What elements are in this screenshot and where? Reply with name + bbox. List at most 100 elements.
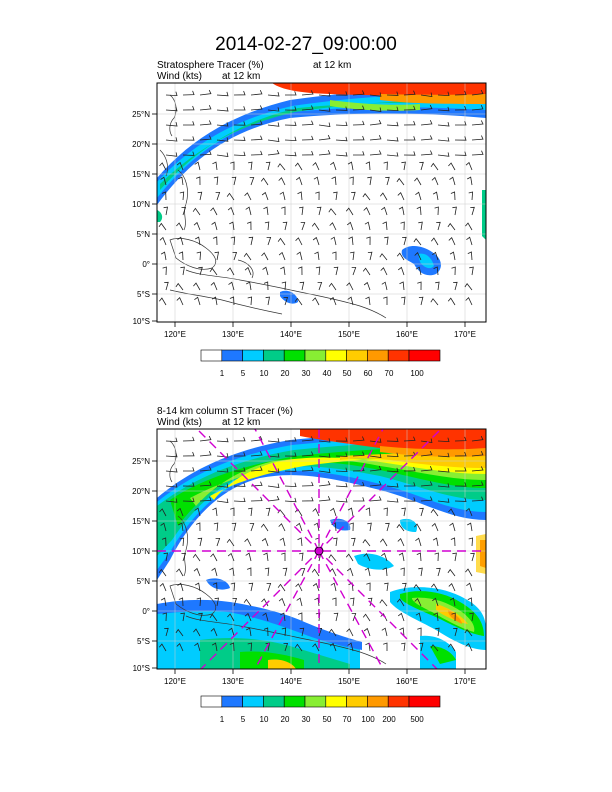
wind-barb <box>250 150 263 156</box>
wind-barb <box>318 122 331 127</box>
wind-barb <box>246 627 252 637</box>
wind-barb <box>329 222 337 231</box>
wind-barb <box>265 507 271 517</box>
wind-barb <box>431 176 439 186</box>
wind-barb <box>396 252 405 261</box>
wind-barb <box>436 221 441 231</box>
wind-barb <box>301 90 314 96</box>
wind-barb <box>212 161 218 171</box>
wind-barb <box>467 522 473 532</box>
wind-barb <box>176 643 184 652</box>
wind-barb <box>471 120 484 126</box>
wind-barb <box>284 106 297 111</box>
wind-barb <box>420 450 433 457</box>
wind-barb <box>454 497 467 502</box>
wind-barb <box>246 221 252 231</box>
wind-barb <box>449 251 456 261</box>
wind-barb <box>369 119 382 126</box>
wind-barb <box>264 221 270 231</box>
wind-barb <box>210 553 218 562</box>
wind-barb <box>418 642 424 652</box>
wind-barb <box>348 582 354 592</box>
lon-label: 140°E <box>280 330 302 339</box>
wind-barb <box>345 553 354 562</box>
wind-barb <box>362 539 371 547</box>
wind-barb <box>160 251 167 261</box>
wind-barb <box>403 436 416 442</box>
wind-barb <box>420 496 433 502</box>
wind-barb <box>176 568 184 577</box>
colorbar-label: 100 <box>410 369 424 378</box>
wind-barb <box>250 496 263 502</box>
wind-barb <box>435 627 440 637</box>
wind-barb <box>318 453 331 458</box>
wind-barb <box>278 597 286 607</box>
wind-barb <box>335 467 348 473</box>
wind-barb <box>434 206 439 216</box>
wind-barb <box>216 498 229 503</box>
wind-barb <box>367 176 372 186</box>
wind-barb <box>284 497 297 503</box>
wind-barb <box>296 597 303 607</box>
panel1-colorbar: 1 5 10 20 30 40 50 60 70 100 <box>200 349 441 378</box>
wind-barb <box>263 627 269 637</box>
wind-barb <box>249 523 255 532</box>
wind-barb <box>212 236 218 246</box>
wind-barb <box>415 191 422 201</box>
wind-barb <box>416 206 422 216</box>
wind-barb <box>418 221 423 231</box>
wind-barb <box>454 90 467 96</box>
wind-barb <box>335 437 348 442</box>
wind-barb <box>177 582 184 592</box>
wind-barb <box>232 597 238 607</box>
wind-barb <box>232 251 238 261</box>
wind-barb <box>447 297 456 306</box>
wind-barb <box>301 135 314 141</box>
wind-barb <box>182 436 195 442</box>
wind-barb <box>301 120 314 126</box>
wind-barb <box>248 582 254 592</box>
wind-barb <box>193 282 201 291</box>
wind-barb <box>453 627 458 637</box>
wind-barb <box>397 538 405 547</box>
wind-barb <box>347 296 354 306</box>
wind-barb <box>386 467 399 473</box>
panel1-subtitle-level: at 12 km <box>222 71 261 82</box>
wind-barb <box>301 436 314 442</box>
wind-barb <box>230 236 236 246</box>
wind-barb <box>397 612 405 622</box>
wind-barb <box>262 612 269 622</box>
wind-barb <box>382 221 388 231</box>
wind-barb <box>433 266 439 276</box>
wind-barb <box>245 552 252 562</box>
colorbar-label: 20 <box>281 369 290 378</box>
wind-barb <box>210 627 218 637</box>
wind-barb <box>450 537 456 547</box>
panel1-tracer-top <box>272 83 486 96</box>
wind-barb <box>386 452 399 458</box>
wind-barb <box>159 162 167 171</box>
wind-barb <box>178 522 184 532</box>
wind-barb <box>227 267 235 276</box>
wind-barb <box>353 151 365 156</box>
wind-barb <box>430 237 439 246</box>
wind-barb <box>216 468 229 473</box>
wind-barb <box>469 612 474 622</box>
wind-barb <box>160 176 167 186</box>
wind-barb <box>179 537 185 547</box>
wind-barb <box>297 191 303 201</box>
wind-barb <box>215 192 221 201</box>
wind-barb <box>335 498 348 503</box>
wind-barb <box>312 643 320 652</box>
wind-barb <box>163 552 168 562</box>
panel2-subtitle-level: at 12 km <box>222 417 261 428</box>
wind-barb <box>193 628 201 637</box>
wind-barb <box>415 612 422 622</box>
wind-barb <box>312 582 320 592</box>
wind-barb <box>301 496 314 502</box>
wind-barb <box>382 567 388 577</box>
wind-barb <box>437 152 450 157</box>
wind-barb <box>330 161 337 171</box>
wind-barb <box>199 481 212 487</box>
colorbar-label: 500 <box>410 715 424 724</box>
